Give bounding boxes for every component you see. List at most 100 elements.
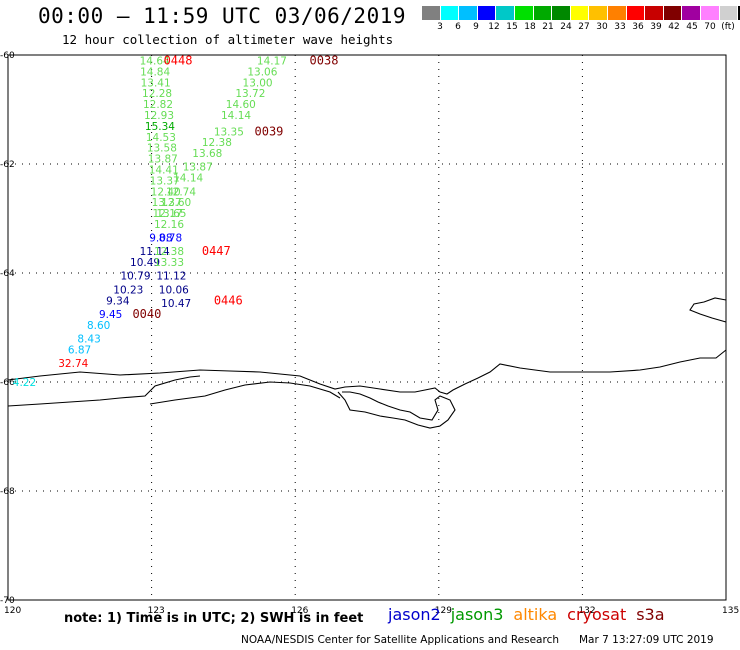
wave-height-label: 14.60: [226, 99, 256, 111]
wave-height-label: 13.06: [247, 66, 277, 78]
wave-height-label: 13.41: [141, 77, 171, 89]
wave-height-label: 14.84: [140, 66, 170, 78]
legend-swatch: [626, 6, 646, 20]
pass-time-label: 0448: [164, 53, 193, 67]
legend-label: 3: [437, 22, 443, 32]
legend-swatch: [533, 6, 553, 20]
wave-height-label: 13.33: [154, 257, 184, 269]
y-tick-label: -60: [0, 51, 15, 61]
wave-height-label: 14.17: [257, 55, 287, 67]
legend-swatch: [440, 6, 460, 20]
x-tick-label: 126: [291, 606, 308, 616]
wave-height-label: 4.22: [13, 377, 36, 389]
legend-label: 27: [578, 22, 590, 32]
x-tick-label: 132: [578, 606, 595, 616]
y-tick-label: -68: [0, 487, 15, 497]
wave-height-label: 10.49: [130, 257, 160, 269]
satellite-label: jason2: [388, 605, 441, 624]
legend-swatch: [496, 6, 515, 20]
wave-height-label: 12.38: [154, 246, 184, 258]
satellite-label: s3a: [636, 605, 665, 624]
map-frame: [7, 54, 727, 601]
credits: NOAA/NESDIS Center for Satellite Applica…: [241, 634, 714, 646]
pass-time-labels: 0448 0038 0039 0447 0446 0040: [132, 53, 338, 320]
wave-height-points: 14.6414.8413.4112.2812.8212.9315.3414.53…: [13, 55, 287, 389]
wave-height-label: 12.17: [153, 208, 183, 220]
legend-swatch: [607, 6, 627, 20]
wave-height-label: 11.12: [156, 271, 186, 283]
legend-label: 30: [596, 22, 608, 32]
wave-height-label: 10.23: [113, 284, 143, 296]
legend-label: 36: [632, 22, 644, 32]
x-tick-label: 120: [4, 606, 21, 616]
legend-swatch: [422, 6, 441, 20]
wave-height-label: 13.00: [243, 77, 273, 89]
wave-height-label: 14.14: [173, 173, 203, 185]
wave-height-label: 9.45: [99, 309, 122, 321]
wave-height-label: 13.58: [147, 143, 177, 155]
legend-label: 33: [614, 22, 626, 32]
legend-label: 21: [542, 22, 554, 32]
footer-note: note: 1) Time is in UTC; 2) SWH is in fe…: [64, 611, 364, 626]
wave-height-label: 12.93: [144, 110, 174, 122]
wave-height-label: 13.37: [150, 175, 180, 187]
legend-swatch: [645, 6, 664, 20]
satellite-legend: jason2 jason3 altika cryosat s3a: [388, 605, 665, 624]
legend-label: 12: [488, 22, 500, 32]
map-subtitle: 12 hour collection of altimeter wave hei…: [62, 32, 394, 47]
legend-label: (ft): [721, 22, 735, 32]
legend-swatch: [663, 6, 683, 20]
axis-labels: 120 123 126 129 132 135 -60 -62 -64 -66 -68 -70: [0, 51, 739, 616]
y-tick-label: -66: [0, 378, 15, 388]
legend-label: 39: [650, 22, 662, 32]
wave-height-label: 9.34: [106, 295, 130, 307]
x-tick-label: 129: [435, 606, 452, 616]
legend-swatch: [589, 6, 608, 20]
x-tick-label: 135: [722, 606, 739, 616]
x-tick-label: 123: [148, 606, 165, 616]
wave-height-label: 13.68: [192, 148, 222, 160]
wave-height-label: 10.47: [161, 298, 191, 310]
wave-height-label: 32.74: [58, 358, 88, 370]
coastline-path: [7, 297, 727, 429]
wave-height-label: 12.16: [154, 219, 184, 231]
wave-height-label: 10.06: [159, 284, 189, 296]
pass-time-label: 0446: [214, 293, 243, 307]
legend-swatch: [477, 6, 497, 20]
wave-height-label: 13.87: [148, 154, 178, 166]
color-legend: [422, 6, 740, 20]
pass-time-label: 0039: [255, 124, 284, 138]
legend-swatch: [459, 6, 478, 20]
wave-height-label: 8.43: [77, 333, 100, 345]
wave-height-label: 12.28: [142, 88, 172, 100]
y-tick-label: -62: [0, 160, 15, 170]
pass-time-label: 0447: [202, 244, 231, 258]
y-tick-label: -64: [0, 269, 15, 279]
legend-swatch: [738, 6, 740, 20]
wave-height-label: 13.72: [235, 88, 265, 100]
legend-label: 15: [506, 22, 518, 32]
pass-time-label: 0038: [310, 53, 339, 67]
wave-height-label: 14.53: [146, 132, 176, 144]
wave-height-label: 10.79: [120, 271, 150, 283]
wave-height-label: 8.78: [159, 233, 182, 245]
satellite-label: jason3: [450, 605, 504, 624]
legend-swatch: [514, 6, 534, 20]
wave-height-label: 15.34: [145, 121, 175, 133]
wave-height-label: 13.37: [152, 197, 182, 209]
wave-height-label: 14.14: [221, 110, 251, 122]
map-title: 00:00 – 11:59 UTC 03/06/2019: [38, 4, 407, 28]
legend-label: 42: [668, 22, 680, 32]
wave-height-label: 14.64: [140, 55, 170, 67]
satellite-label: altika: [513, 605, 558, 624]
wave-height-label: 12.60: [161, 197, 191, 209]
legend-swatch: [552, 6, 571, 20]
legend-swatch: [700, 6, 720, 20]
legend-label: 6: [455, 22, 461, 32]
legend-swatch: [719, 6, 739, 20]
wave-height-label: 8.60: [87, 320, 110, 332]
credits-org: NOAA/NESDIS Center for Satellite Applica…: [241, 634, 559, 646]
legend-label: 70: [704, 22, 716, 32]
pass-time-label: 0040: [132, 307, 161, 321]
wave-height-label: 9.08: [149, 233, 172, 245]
